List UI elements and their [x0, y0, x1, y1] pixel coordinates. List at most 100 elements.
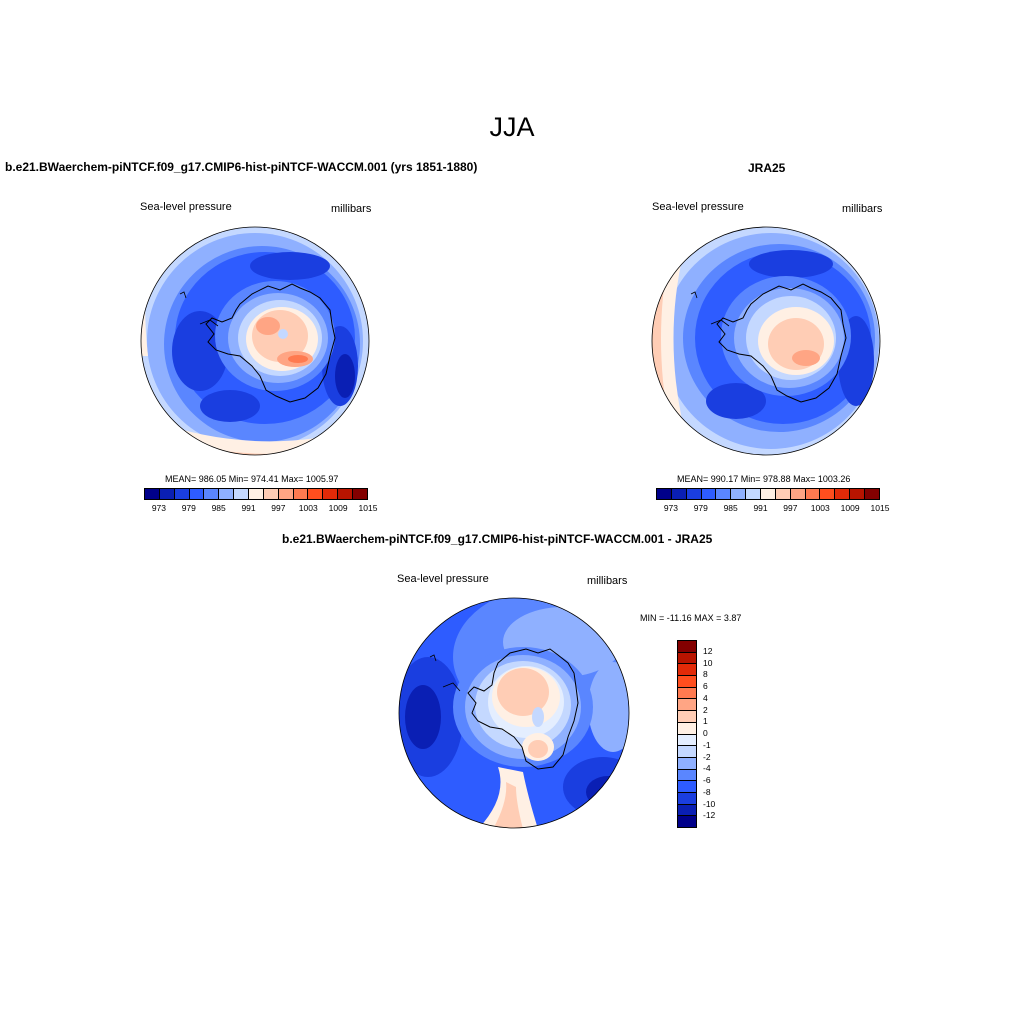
colorbar-swatch [835, 489, 851, 499]
colorbar-swatch [701, 489, 717, 499]
panel3-colorbar-ticks: 12 10 8 6 4 2 1 0 -1 -2 -4 -6 -8 -10 -12 [703, 640, 733, 828]
colorbar-swatch [678, 664, 696, 677]
panel2-colorbar-ticks: 973 979 985 991 997 1003 1009 1015 [656, 503, 890, 515]
panel1-stats: MEAN= 986.05 Min= 974.41 Max= 1005.97 [165, 474, 339, 484]
colorbar-swatch [775, 489, 791, 499]
colorbar-swatch [159, 489, 175, 499]
colorbar-vertical [677, 640, 697, 828]
colorbar-swatch [263, 489, 279, 499]
colorbar-tick-label: 997 [271, 503, 286, 513]
panel1-map [140, 226, 370, 456]
colorbar-horizontal [656, 488, 880, 500]
colorbar-swatch [234, 489, 250, 499]
panel3-units: millibars [587, 575, 628, 587]
colorbar-swatch [686, 489, 702, 499]
panel2-map [651, 226, 881, 456]
colorbar-swatch [204, 489, 220, 499]
colorbar-swatch [678, 746, 696, 758]
colorbar-tick-label: 4 [703, 692, 708, 703]
colorbar-tick-label: 0 [703, 728, 708, 738]
colorbar-swatch [353, 489, 367, 499]
figure-title: JJA [489, 112, 535, 142]
panel2-stats: MEAN= 990.17 Min= 978.88 Max= 1003.26 [677, 474, 851, 484]
colorbar-swatch [790, 489, 806, 499]
colorbar-swatch [678, 734, 696, 747]
panel2-units: millibars [842, 203, 883, 215]
colorbar-tick-label: -10 [703, 798, 716, 809]
colorbar-tick-label: 985 [723, 503, 738, 513]
colorbar-tick-label: 1003 [298, 503, 318, 513]
colorbar-swatch [678, 781, 696, 793]
panel3-variable: Sea-level pressure [397, 573, 489, 585]
colorbar-swatch [671, 489, 687, 499]
colorbar-swatch [278, 489, 294, 499]
panel3-colorbar [677, 640, 697, 828]
colorbar-tick-label: 12 [703, 645, 713, 656]
colorbar-tick-label: 2 [703, 704, 708, 715]
colorbar-tick-label: -8 [703, 786, 711, 797]
colorbar-tick-label: 8 [703, 669, 708, 680]
colorbar-swatch [731, 489, 747, 499]
panel3-map [398, 597, 630, 829]
colorbar-swatch [219, 489, 235, 499]
colorbar-swatch [865, 489, 879, 499]
colorbar-swatch [338, 489, 354, 499]
colorbar-tick-label: 973 [663, 503, 679, 513]
colorbar-tick-label: 1003 [810, 503, 830, 513]
colorbar-swatch [678, 676, 696, 688]
colorbar-horizontal [144, 488, 368, 500]
colorbar-swatch [678, 816, 696, 827]
colorbar-swatch [323, 489, 339, 499]
colorbar-tick-label: 1 [703, 716, 708, 727]
colorbar-swatch [678, 687, 696, 700]
panel3-title: b.e21.BWaerchem-piNTCF.f09_g17.CMIP6-his… [282, 532, 713, 546]
colorbar-swatch [678, 769, 696, 782]
colorbar-tick-label: 991 [241, 503, 256, 513]
colorbar-swatch [249, 489, 264, 499]
colorbar-swatch [657, 489, 672, 499]
colorbar-tick-label: 979 [181, 503, 196, 513]
colorbar-tick-label: -12 [703, 810, 716, 821]
colorbar-swatch [678, 757, 696, 770]
colorbar-tick-label: 6 [703, 681, 708, 691]
panel2-variable: Sea-level pressure [652, 201, 744, 213]
colorbar-swatch [850, 489, 866, 499]
panel2-title: JRA25 [748, 161, 786, 175]
panel1-colorbar [144, 488, 368, 500]
colorbar-tick-label: -6 [703, 775, 711, 785]
colorbar-tick-label: 1015 [358, 503, 378, 513]
colorbar-swatch [678, 792, 696, 805]
panel3-stats: MIN = -11.16 MAX = 3.87 [640, 613, 742, 623]
colorbar-tick-label: 973 [151, 503, 167, 513]
colorbar-swatch [308, 489, 324, 499]
colorbar-swatch [189, 489, 205, 499]
colorbar-swatch [678, 699, 696, 712]
colorbar-tick-label: -1 [703, 739, 711, 750]
colorbar-tick-label: 979 [693, 503, 708, 513]
colorbar-tick-label: -2 [703, 751, 711, 762]
colorbar-swatch [145, 489, 160, 499]
colorbar-tick-label: 1009 [328, 503, 348, 513]
colorbar-swatch [678, 711, 696, 723]
colorbar-swatch [678, 804, 696, 817]
panel1-title: b.e21.BWaerchem-piNTCF.f09_g17.CMIP6-his… [5, 160, 478, 174]
panel2-colorbar [656, 488, 880, 500]
colorbar-swatch [678, 652, 696, 665]
colorbar-swatch [293, 489, 309, 499]
panel1-variable: Sea-level pressure [140, 201, 232, 213]
colorbar-swatch [805, 489, 821, 499]
colorbar-tick-label: 997 [783, 503, 798, 513]
colorbar-swatch [746, 489, 762, 499]
colorbar-swatch [174, 489, 190, 499]
colorbar-swatch [678, 722, 696, 735]
colorbar-tick-label: 991 [753, 503, 768, 513]
panel1-colorbar-ticks: 973 979 985 991 997 1003 1009 1015 [144, 503, 378, 515]
colorbar-swatch [716, 489, 732, 499]
colorbar-swatch [761, 489, 776, 499]
panel1-units: millibars [331, 203, 372, 215]
colorbar-swatch [820, 489, 836, 499]
colorbar-tick-label: 1009 [840, 503, 860, 513]
colorbar-tick-label: -4 [703, 763, 711, 774]
colorbar-tick-label: 1015 [870, 503, 890, 513]
colorbar-swatch [678, 641, 696, 653]
